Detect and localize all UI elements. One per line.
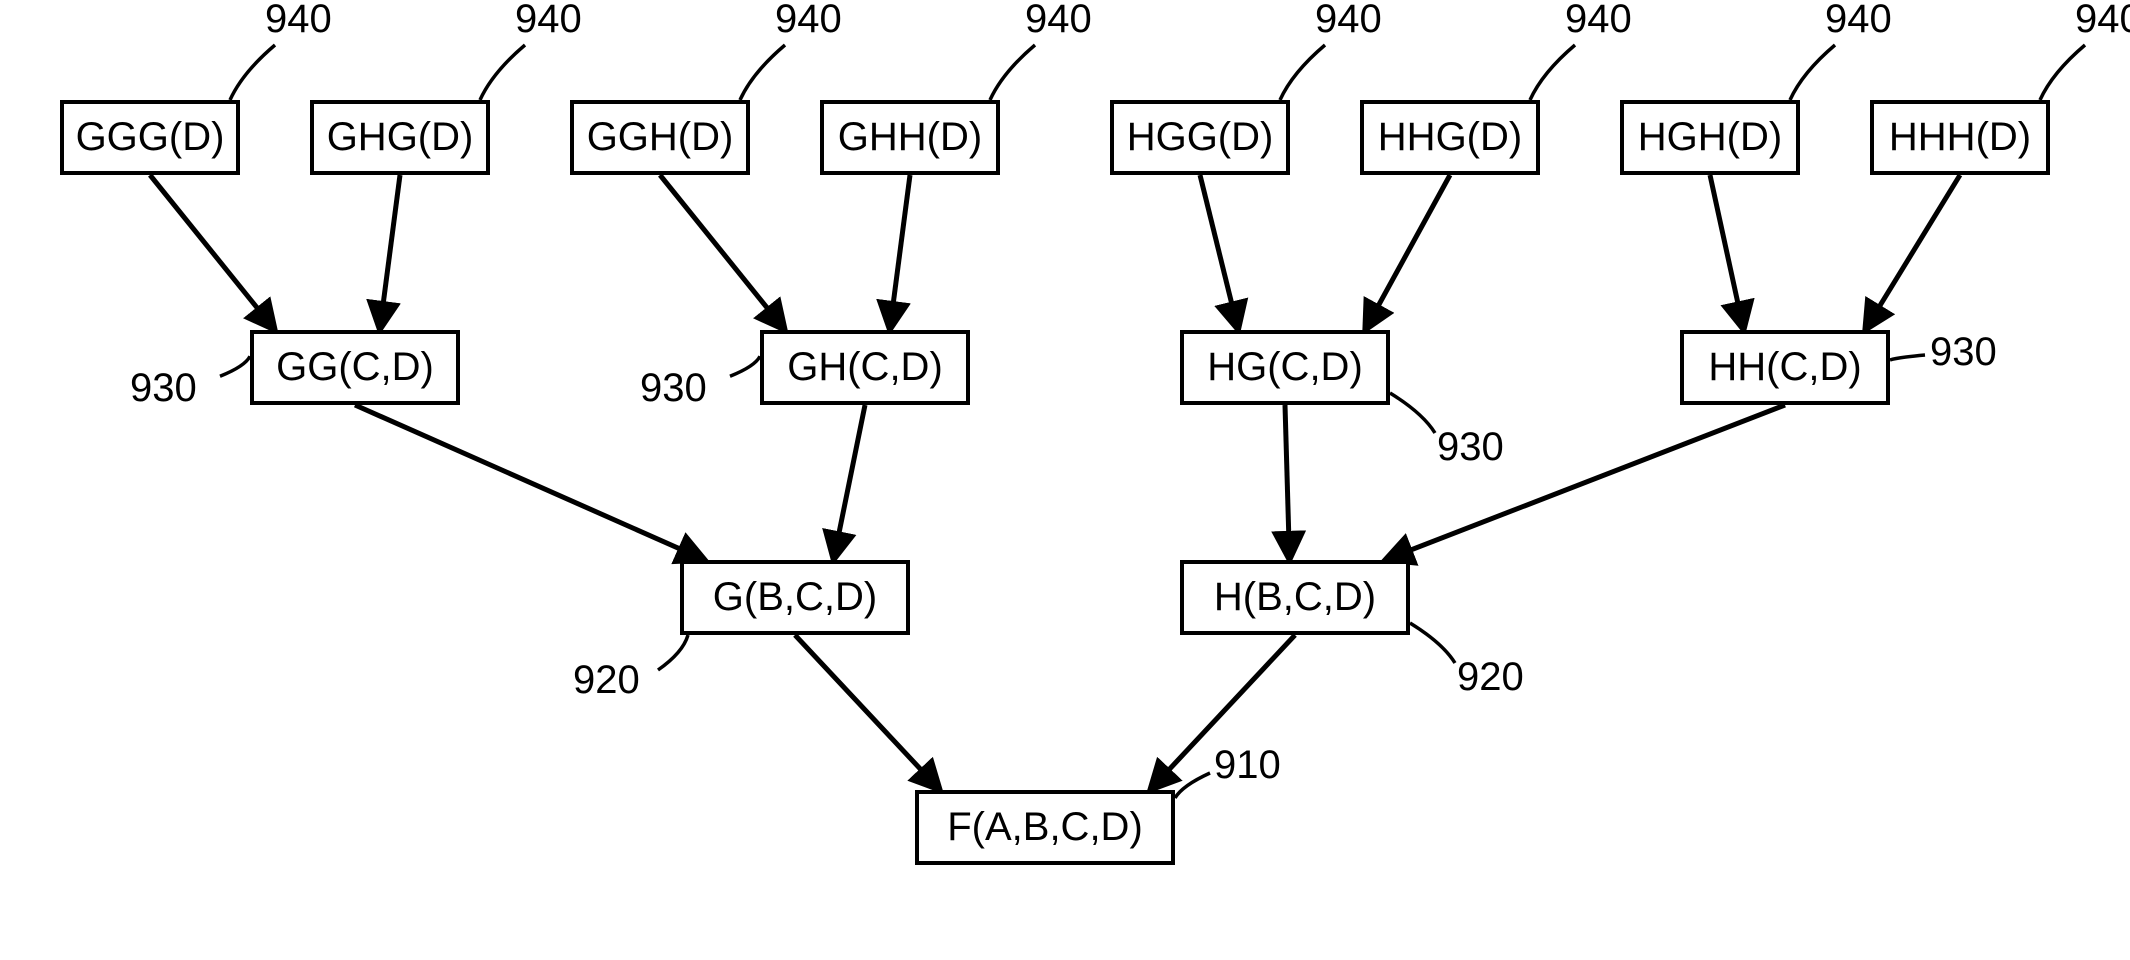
ref-label-ggh: 940 bbox=[775, 0, 842, 42]
node-label: GG(C,D) bbox=[276, 345, 434, 390]
node-label: HHH(D) bbox=[1889, 115, 2031, 160]
ref-label-hhh: 940 bbox=[2075, 0, 2130, 42]
node-label: HGH(D) bbox=[1638, 115, 1782, 160]
ref-leader-hhh bbox=[2040, 45, 2085, 100]
node-ghh: GHH(D) bbox=[820, 100, 1000, 175]
node-hgg: HGG(D) bbox=[1110, 100, 1290, 175]
ref-leader-ghh bbox=[990, 45, 1035, 100]
ref-label-hhg: 940 bbox=[1565, 0, 1632, 42]
node-label: GGG(D) bbox=[76, 115, 225, 160]
node-h: H(B,C,D) bbox=[1180, 560, 1410, 635]
node-label: G(B,C,D) bbox=[713, 575, 877, 620]
node-label: H(B,C,D) bbox=[1214, 575, 1376, 620]
node-label: HGG(D) bbox=[1127, 115, 1274, 160]
edge-hgg-hg bbox=[1200, 175, 1238, 330]
ref-label-hh: 930 bbox=[1930, 330, 1997, 375]
ref-label-gh: 930 bbox=[640, 366, 707, 411]
ref-leader-ghg bbox=[480, 45, 525, 100]
ref-leader-gg bbox=[220, 356, 250, 376]
ref-label-g: 920 bbox=[573, 658, 640, 703]
edge-g-f bbox=[795, 635, 940, 790]
node-g: G(B,C,D) bbox=[680, 560, 910, 635]
edge-hg-h bbox=[1285, 405, 1290, 560]
ref-leader-ggh bbox=[740, 45, 785, 100]
node-gg: GG(C,D) bbox=[250, 330, 460, 405]
node-ggg: GGG(D) bbox=[60, 100, 240, 175]
ref-leader-hgg bbox=[1280, 45, 1325, 100]
node-hgh: HGH(D) bbox=[1620, 100, 1800, 175]
ref-label-f: 910 bbox=[1214, 743, 1281, 788]
ref-label-hgg: 940 bbox=[1315, 0, 1382, 42]
ref-leader-hh bbox=[1890, 355, 1925, 360]
ref-label-ggg: 940 bbox=[265, 0, 332, 42]
node-f: F(A,B,C,D) bbox=[915, 790, 1175, 865]
node-label: GHH(D) bbox=[838, 115, 982, 160]
edge-ghg-gg bbox=[380, 175, 400, 330]
ref-leader-hhg bbox=[1530, 45, 1575, 100]
edge-gg-g bbox=[355, 405, 705, 560]
ref-leader-gh bbox=[730, 356, 760, 376]
ref-label-hg: 930 bbox=[1437, 425, 1504, 470]
node-hg: HG(C,D) bbox=[1180, 330, 1390, 405]
ref-leader-h bbox=[1410, 623, 1455, 663]
node-ggh: GGH(D) bbox=[570, 100, 750, 175]
node-hh: HH(C,D) bbox=[1680, 330, 1890, 405]
ref-label-h: 920 bbox=[1457, 655, 1524, 700]
node-label: HHG(D) bbox=[1378, 115, 1522, 160]
ref-leader-hg bbox=[1390, 393, 1435, 433]
diagram-canvas: GGG(D) GHG(D) GGH(D) GHH(D) HGG(D) HHG(D) HGH(… bbox=[0, 0, 2130, 960]
ref-label-ghh: 940 bbox=[1025, 0, 1092, 42]
ref-leader-f bbox=[1175, 773, 1210, 798]
ref-label-hgh: 940 bbox=[1825, 0, 1892, 42]
ref-leader-hgh bbox=[1790, 45, 1835, 100]
edge-gh-g bbox=[834, 405, 866, 560]
edge-ghh-gh bbox=[890, 175, 910, 330]
edge-hhg-hg bbox=[1365, 175, 1450, 330]
node-label: F(A,B,C,D) bbox=[947, 805, 1143, 850]
edge-hgh-hh bbox=[1710, 175, 1744, 330]
node-label: GHG(D) bbox=[327, 115, 474, 160]
node-hhg: HHG(D) bbox=[1360, 100, 1540, 175]
ref-label-ghg: 940 bbox=[515, 0, 582, 42]
node-hhh: HHH(D) bbox=[1870, 100, 2050, 175]
edge-ggh-gh bbox=[660, 175, 785, 330]
node-label: HG(C,D) bbox=[1207, 345, 1363, 390]
node-ghg: GHG(D) bbox=[310, 100, 490, 175]
node-label: GH(C,D) bbox=[787, 345, 943, 390]
ref-leader-g bbox=[658, 635, 688, 670]
node-gh: GH(C,D) bbox=[760, 330, 970, 405]
ref-leader-ggg bbox=[230, 45, 275, 100]
ref-label-gg: 930 bbox=[130, 366, 197, 411]
node-label: HH(C,D) bbox=[1708, 345, 1861, 390]
edge-hhh-hh bbox=[1865, 175, 1960, 330]
edge-ggg-gg bbox=[150, 175, 275, 330]
node-label: GGH(D) bbox=[587, 115, 734, 160]
